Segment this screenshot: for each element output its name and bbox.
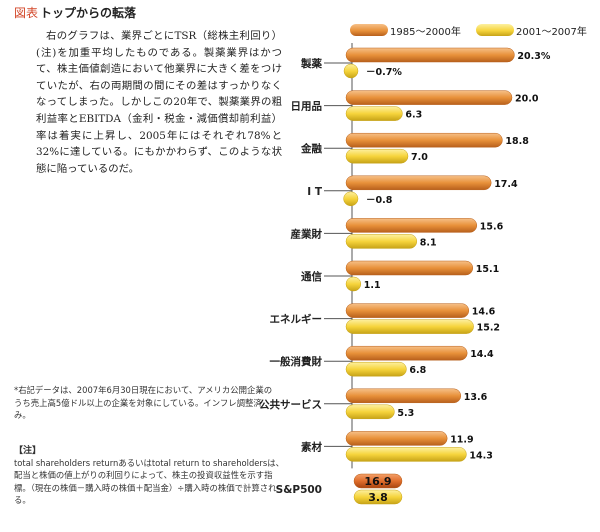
data-label: 7.0	[411, 152, 428, 163]
data-label: 20.3%	[517, 51, 550, 62]
data-label: 3.8	[368, 491, 388, 504]
data-label: 11.9	[450, 434, 473, 445]
figure-tag: 図表	[14, 6, 39, 20]
category-label: 製薬	[300, 57, 322, 70]
category-label: 公共サービス	[259, 398, 322, 411]
data-label: 20.0	[515, 94, 539, 105]
category-label: 一般消費財	[270, 355, 323, 368]
note-body: total shareholders returnあるいはtotal retur…	[14, 458, 284, 506]
data-label: 14.4	[470, 349, 494, 360]
bar-series2	[353, 489, 403, 505]
data-label: 13.6	[464, 392, 488, 403]
category-label: I T	[307, 186, 323, 198]
bar-series2	[343, 63, 359, 79]
bar-series1	[345, 431, 448, 446]
data-label: 15.6	[480, 221, 504, 232]
data-footnote: *右記データは、2007年6月30日現在において、アメリカ公開企業のうち売上高5…	[14, 385, 273, 421]
bar-series2	[345, 276, 362, 292]
data-label: 1.1	[364, 280, 381, 291]
bar-series1	[345, 345, 468, 361]
data-label: 8.1	[420, 237, 437, 248]
bar-series1	[345, 303, 470, 318]
note-heading: 【注】	[14, 446, 42, 456]
category-label: 素材	[300, 440, 322, 453]
bar-series1	[345, 388, 462, 404]
bar-series2	[345, 319, 474, 334]
bar-series1	[353, 473, 403, 489]
bar-series1	[345, 132, 503, 148]
data-label: 16.9	[364, 475, 391, 488]
data-label: 15.2	[477, 323, 500, 334]
category-label: エネルギー	[270, 313, 323, 326]
bar-series1	[345, 47, 515, 63]
bar-series2	[345, 106, 403, 121]
data-label: －0.8	[366, 195, 393, 206]
bar-series2	[345, 148, 409, 164]
legend-label-series2: 2001～2007年	[516, 27, 587, 38]
data-label: 6.8	[409, 365, 426, 376]
data-label: －0.7%	[366, 67, 402, 78]
data-label: 6.3	[405, 110, 422, 121]
data-label: 14.6	[472, 307, 496, 318]
data-label: 17.4	[494, 179, 518, 190]
bar-series1	[345, 175, 492, 191]
category-label: 産業財	[291, 227, 323, 240]
legend-swatch-series2	[476, 24, 514, 36]
legend-swatch-series1	[350, 24, 388, 36]
category-label: S&P500	[276, 484, 322, 496]
bar-series1	[345, 260, 474, 276]
data-label: 15.1	[476, 264, 499, 275]
category-label: 日用品	[291, 101, 323, 113]
bar-series1	[345, 90, 513, 105]
category-label: 金融	[300, 142, 322, 155]
bar-series2	[345, 447, 467, 462]
figure-title: 図表 トップからの転落	[14, 4, 136, 21]
category-label: 通信	[301, 270, 322, 283]
bar-series2	[345, 404, 395, 420]
bar-series2	[343, 191, 359, 207]
legend-label-series1: 1985～2000年	[390, 27, 461, 38]
data-label: 18.8	[505, 136, 529, 147]
bar-series2	[345, 234, 418, 249]
figure-title-text: トップからの転落	[40, 6, 137, 20]
data-label: 5.3	[397, 408, 414, 419]
bar-series2	[345, 361, 407, 377]
data-label: 14.3	[469, 450, 492, 461]
bar-series1	[345, 218, 478, 233]
body-paragraph: 右のグラフは、業界ごとにTSR（総株主利回り）(注)を加重平均したものである。製…	[36, 30, 282, 175]
